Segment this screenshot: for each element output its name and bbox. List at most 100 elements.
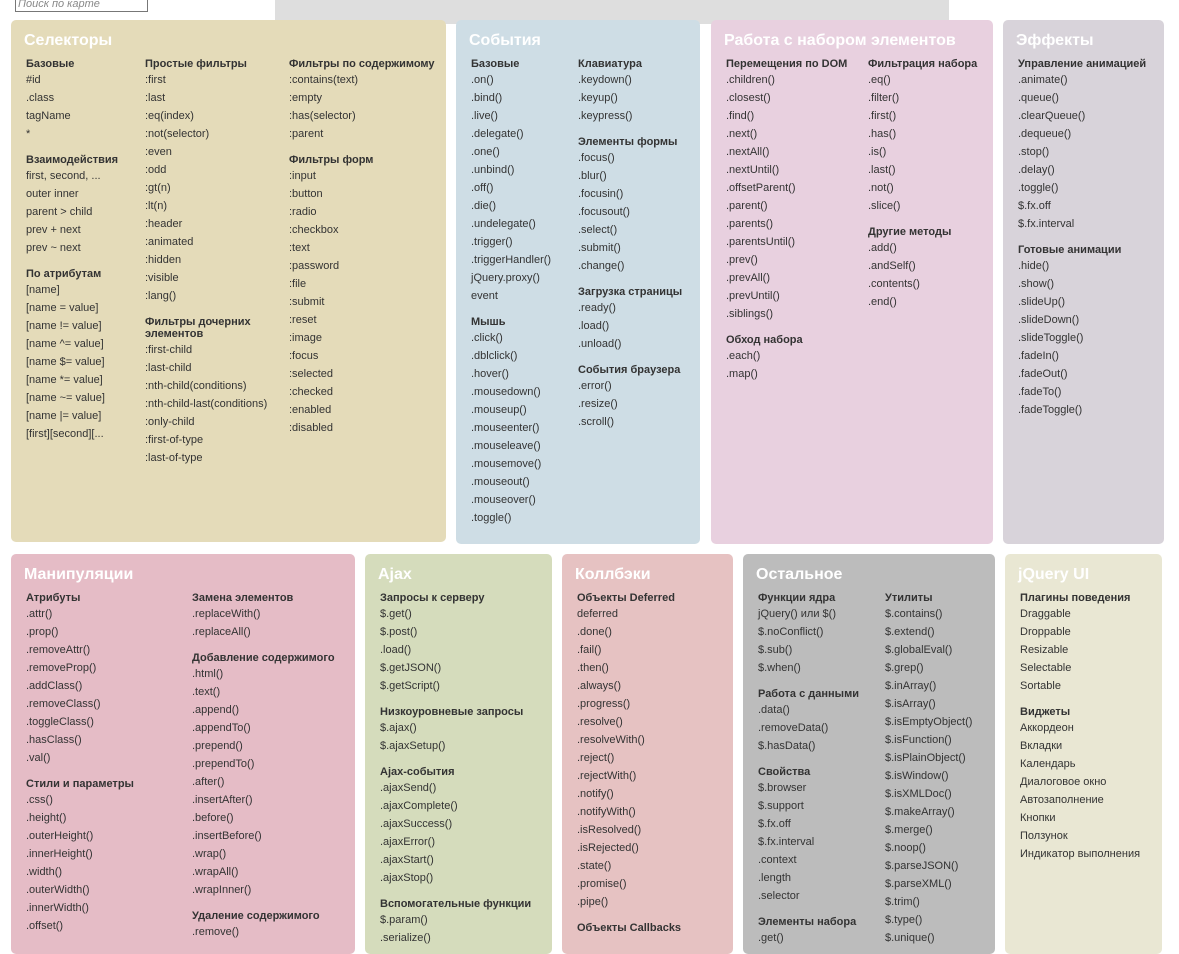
api-link[interactable]: .insertBefore(): [192, 830, 262, 842]
api-link[interactable]: $.fx.interval: [758, 836, 815, 848]
api-link[interactable]: $.isWindow(): [885, 770, 949, 782]
panel-title[interactable]: Ajax: [378, 566, 412, 583]
api-link[interactable]: .keypress(): [578, 110, 633, 122]
api-link[interactable]: .toggle(): [1018, 182, 1059, 194]
api-link[interactable]: prev ~ next: [26, 242, 81, 254]
api-link[interactable]: :last: [145, 92, 166, 104]
api-link[interactable]: $.sub(): [758, 644, 793, 656]
api-link[interactable]: .blur(): [578, 170, 607, 182]
api-link[interactable]: .parents(): [726, 218, 774, 230]
api-link[interactable]: .load(): [380, 644, 412, 656]
api-link[interactable]: .pipe(): [577, 896, 609, 908]
api-link[interactable]: .ajaxSuccess(): [380, 818, 453, 830]
api-link[interactable]: $.fx.interval: [1018, 218, 1075, 230]
api-link[interactable]: .wrap(): [192, 848, 227, 860]
api-link[interactable]: :animated: [145, 236, 194, 248]
api-link[interactable]: :nth-child-last(conditions): [145, 398, 268, 410]
api-link[interactable]: .replaceWith(): [192, 608, 261, 620]
api-link[interactable]: :button: [289, 188, 323, 200]
api-link[interactable]: $.fx.off: [758, 818, 791, 830]
api-link[interactable]: .has(): [868, 128, 897, 140]
api-link[interactable]: :hidden: [145, 254, 182, 266]
api-link[interactable]: .prependTo(): [192, 758, 255, 770]
api-link[interactable]: [first][second][...: [26, 428, 104, 440]
api-link[interactable]: $.globalEval(): [885, 644, 953, 656]
api-link[interactable]: Кнопки: [1020, 812, 1056, 824]
api-link[interactable]: .ready(): [578, 302, 616, 314]
api-link[interactable]: [name |= value]: [26, 410, 102, 422]
api-link[interactable]: parent > child: [26, 206, 93, 218]
api-link[interactable]: .next(): [726, 128, 758, 140]
panel-title[interactable]: Селекторы: [24, 32, 113, 49]
api-link[interactable]: .focusin(): [578, 188, 624, 200]
api-link[interactable]: .data(): [758, 704, 790, 716]
api-link[interactable]: .not(): [868, 182, 894, 194]
api-link[interactable]: .ajaxSend(): [380, 782, 437, 794]
api-link[interactable]: .parentsUntil(): [726, 236, 796, 248]
api-link[interactable]: .is(): [868, 146, 887, 158]
api-link[interactable]: jQuery.proxy(): [471, 272, 540, 284]
api-link[interactable]: .removeClass(): [26, 698, 101, 710]
api-link[interactable]: .done(): [577, 626, 612, 638]
api-link[interactable]: .one(): [471, 146, 500, 158]
api-link[interactable]: .isResolved(): [577, 824, 642, 836]
api-link[interactable]: .mouseup(): [471, 404, 527, 416]
panel-title[interactable]: jQuery UI: [1018, 566, 1090, 583]
api-link[interactable]: .wrapAll(): [192, 866, 239, 878]
api-link[interactable]: [name ~= value]: [26, 392, 105, 404]
api-link[interactable]: .queue(): [1018, 92, 1059, 104]
api-link[interactable]: .each(): [726, 350, 761, 362]
api-link[interactable]: $.noConflict(): [758, 626, 824, 638]
api-link[interactable]: $.fx.off: [1018, 200, 1051, 212]
api-link[interactable]: :header: [145, 218, 183, 230]
api-link[interactable]: .fadeToggle(): [1018, 404, 1083, 416]
api-link[interactable]: .val(): [26, 752, 51, 764]
api-link[interactable]: .add(): [868, 242, 897, 254]
api-link[interactable]: .resolve(): [577, 716, 623, 728]
panel-title[interactable]: Манипуляции: [24, 566, 134, 583]
api-link[interactable]: .progress(): [577, 698, 631, 710]
api-link[interactable]: .after(): [192, 776, 225, 788]
api-link[interactable]: .nextAll(): [726, 146, 770, 158]
api-link[interactable]: Аккордеон: [1020, 722, 1074, 734]
api-link[interactable]: :nth-child(conditions): [145, 380, 247, 392]
api-link[interactable]: .outerWidth(): [26, 884, 90, 896]
api-link[interactable]: [name = value]: [26, 302, 99, 314]
api-link[interactable]: .contents(): [868, 278, 920, 290]
api-link[interactable]: Календарь: [1020, 758, 1076, 770]
api-link[interactable]: .show(): [1018, 278, 1055, 290]
api-link[interactable]: .appendTo(): [192, 722, 251, 734]
api-link[interactable]: .css(): [26, 794, 53, 806]
api-link[interactable]: .unbind(): [471, 164, 515, 176]
api-link[interactable]: .resolveWith(): [577, 734, 645, 746]
api-link[interactable]: .rejectWith(): [577, 770, 637, 782]
api-link[interactable]: .toggleClass(): [26, 716, 94, 728]
api-link[interactable]: Вкладки: [1020, 740, 1063, 752]
api-link[interactable]: :radio: [289, 206, 317, 218]
api-link[interactable]: outer inner: [26, 188, 79, 200]
api-link[interactable]: .removeProp(): [26, 662, 97, 674]
api-link[interactable]: .state(): [577, 860, 612, 872]
api-link[interactable]: $.grep(): [885, 662, 924, 674]
api-link[interactable]: .hover(): [471, 368, 509, 380]
api-link[interactable]: .keydown(): [578, 74, 632, 86]
api-link[interactable]: Автозаполнение: [1020, 794, 1104, 806]
panel-title[interactable]: Эффекты: [1016, 32, 1094, 49]
api-link[interactable]: .prepend(): [192, 740, 243, 752]
api-link[interactable]: .removeData(): [758, 722, 829, 734]
api-link[interactable]: Draggable: [1020, 608, 1071, 620]
api-link[interactable]: $.getJSON(): [380, 662, 442, 674]
api-link[interactable]: .fail(): [577, 644, 602, 656]
api-link[interactable]: Ползунок: [1020, 830, 1068, 842]
api-link[interactable]: $.isEmptyObject(): [885, 716, 973, 728]
api-link[interactable]: .isRejected(): [577, 842, 639, 854]
api-link[interactable]: .keyup(): [578, 92, 618, 104]
api-link[interactable]: .width(): [26, 866, 63, 878]
api-link[interactable]: Selectable: [1020, 662, 1072, 674]
api-link[interactable]: .replaceAll(): [192, 626, 251, 638]
api-link[interactable]: .ajaxStop(): [380, 872, 434, 884]
api-link[interactable]: $.post(): [380, 626, 418, 638]
api-link[interactable]: .die(): [471, 200, 497, 212]
api-link[interactable]: :first-child: [145, 344, 193, 356]
api-link[interactable]: .promise(): [577, 878, 627, 890]
